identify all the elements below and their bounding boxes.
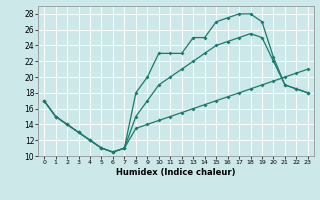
X-axis label: Humidex (Indice chaleur): Humidex (Indice chaleur) — [116, 168, 236, 177]
